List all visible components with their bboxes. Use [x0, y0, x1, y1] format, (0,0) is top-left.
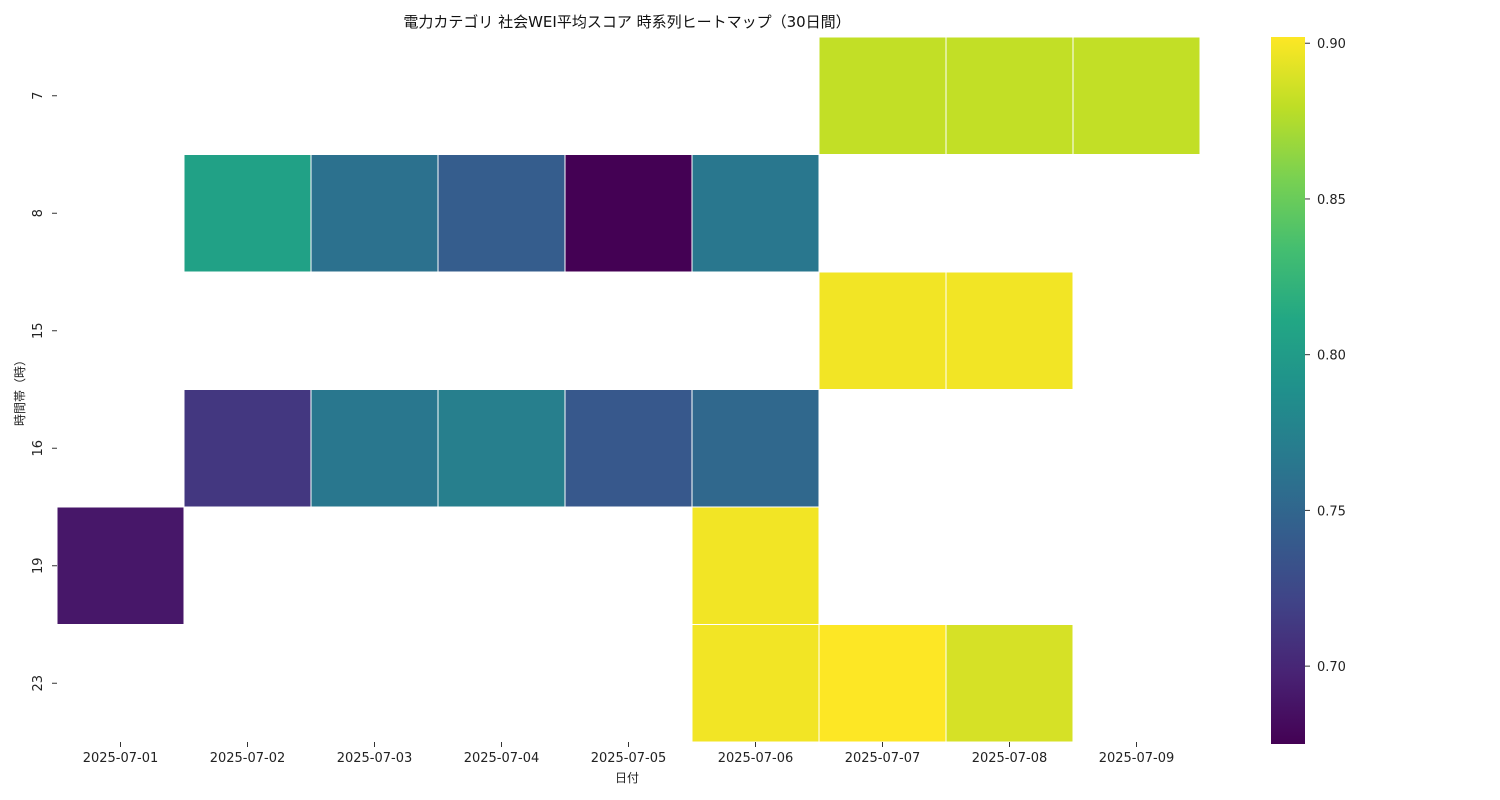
heatmap-cells	[56, 36, 1201, 743]
colorbar-tick-label: 0.70	[1317, 660, 1346, 675]
heatmap-cell-16-2025-07-03	[310, 389, 439, 508]
colorbar-tick-label: 0.85	[1317, 193, 1346, 208]
x-tick-label: 2025-07-04	[464, 751, 540, 766]
x-axis-label: 日付	[615, 771, 639, 785]
y-tick-label: 16	[31, 440, 46, 457]
heatmap-cell-8-2025-07-05	[564, 154, 693, 273]
y-tick-label: 7	[31, 92, 46, 100]
heatmap-cell-7-2025-07-08	[945, 36, 1074, 155]
heatmap-cell-23-2025-07-08	[945, 624, 1074, 743]
y-tick-label: 23	[31, 675, 46, 692]
y-axis: 7 8 15 16 19 23	[31, 92, 57, 692]
x-tick-label: 2025-07-02	[210, 751, 286, 766]
y-axis-label: 時間帯（時）	[13, 354, 27, 426]
x-tick-label: 2025-07-03	[337, 751, 413, 766]
heatmap-cell-15-2025-07-08	[945, 271, 1074, 390]
colorbar-gradient	[1271, 37, 1305, 744]
heatmap-cell-19-2025-07-06	[691, 506, 820, 625]
x-tick-label: 2025-07-07	[845, 751, 921, 766]
colorbar: 0.70 0.75 0.80 0.85 0.90	[1271, 37, 1346, 744]
heatmap-cell-16-2025-07-04	[437, 389, 566, 508]
x-tick-label: 2025-07-06	[718, 751, 794, 766]
x-tick-label: 2025-07-08	[972, 751, 1048, 766]
colorbar-tick-label: 0.75	[1317, 504, 1346, 519]
heatmap-cell-16-2025-07-05	[564, 389, 693, 508]
heatmap-cell-8-2025-07-03	[310, 154, 439, 273]
y-tick-label: 15	[31, 322, 46, 339]
chart-title: 電力カテゴリ 社会WEI平均スコア 時系列ヒートマップ（30日間）	[403, 13, 850, 31]
heatmap-cell-7-2025-07-07	[818, 36, 947, 155]
colorbar-tick-label: 0.80	[1317, 349, 1346, 364]
colorbar-tick-label: 0.90	[1317, 37, 1346, 52]
heatmap-cell-15-2025-07-07	[818, 271, 947, 390]
heatmap-cell-23-2025-07-07	[818, 624, 947, 743]
x-tick-label: 2025-07-09	[1099, 751, 1175, 766]
x-tick-label: 2025-07-01	[83, 751, 159, 766]
heatmap-cell-16-2025-07-02	[183, 389, 312, 508]
heatmap-cell-8-2025-07-06	[691, 154, 820, 273]
heatmap-cell-8-2025-07-04	[437, 154, 566, 273]
heatmap-cell-23-2025-07-06	[691, 624, 820, 743]
heatmap-cell-16-2025-07-06	[691, 389, 820, 508]
heatmap-cell-8-2025-07-02	[183, 154, 312, 273]
y-tick-label: 8	[31, 209, 46, 217]
x-tick-label: 2025-07-05	[591, 751, 667, 766]
x-axis: 2025-07-01 2025-07-02 2025-07-03 2025-07-04…	[83, 742, 1175, 766]
y-tick-label: 19	[31, 557, 46, 574]
heatmap-cell-19-2025-07-01	[56, 506, 185, 625]
heatmap-cell-7-2025-07-09	[1072, 36, 1201, 155]
